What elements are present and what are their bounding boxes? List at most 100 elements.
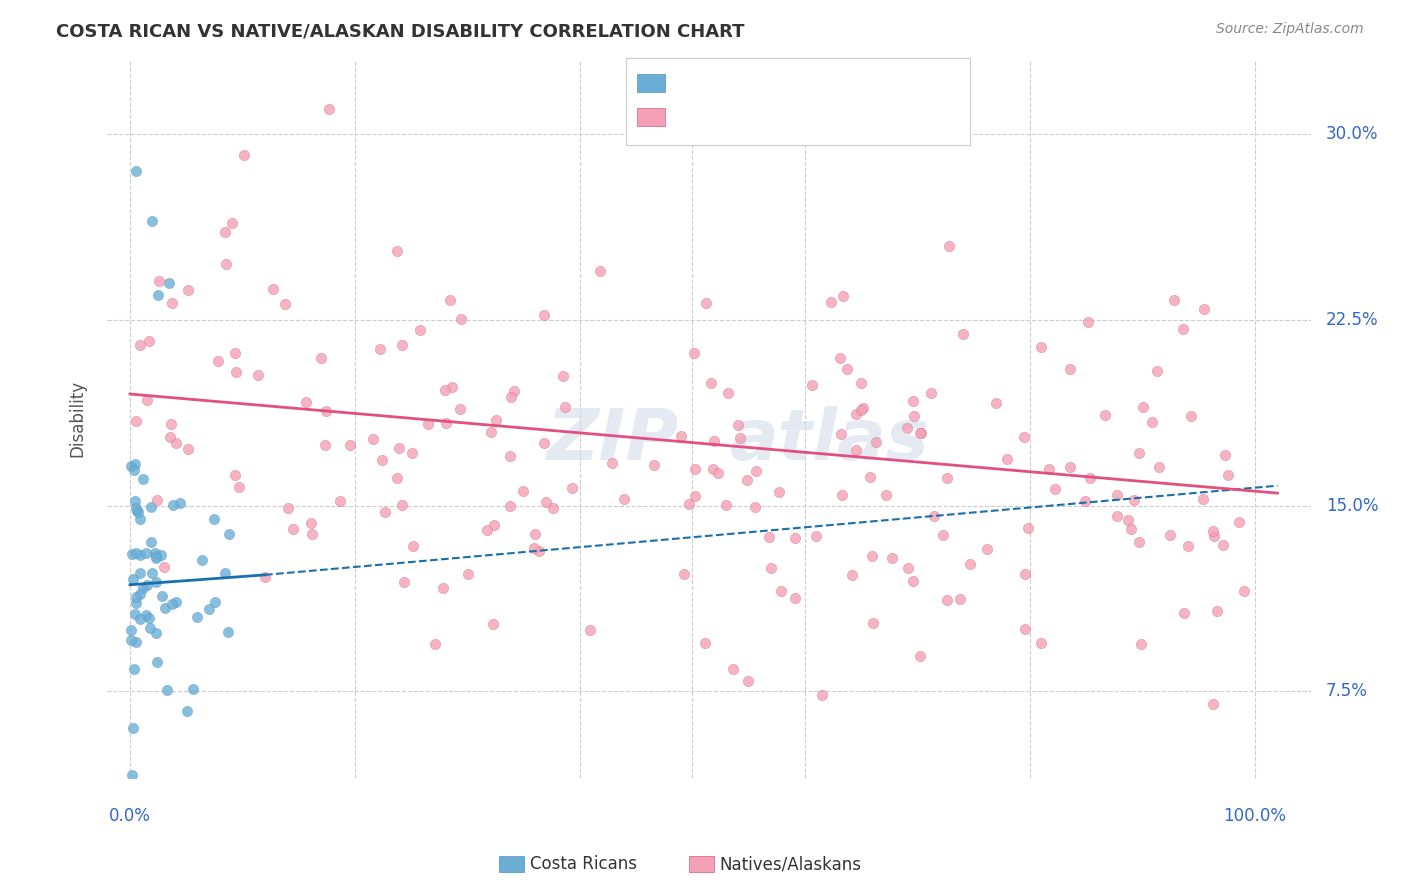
Point	[218, 527, 240, 541]
Point	[128, 586, 150, 600]
Point	[215, 257, 238, 271]
Text: N =: N =	[780, 74, 817, 92]
Text: Source: ZipAtlas.com: Source: ZipAtlas.com	[1216, 22, 1364, 37]
Point	[149, 549, 172, 563]
Point	[1202, 697, 1225, 711]
Point	[1129, 637, 1152, 651]
Point	[315, 404, 337, 418]
Point	[385, 471, 408, 485]
Point	[121, 547, 143, 561]
Point	[875, 488, 897, 502]
Point	[246, 368, 269, 383]
Text: R =: R =	[673, 108, 710, 126]
Point	[433, 384, 456, 398]
Point	[124, 414, 146, 428]
Text: 7.5%: 7.5%	[1326, 682, 1368, 700]
Point	[204, 595, 226, 609]
Point	[1202, 529, 1225, 543]
Point	[499, 499, 522, 513]
Point	[768, 485, 790, 500]
Point	[374, 505, 396, 519]
Point	[129, 548, 152, 562]
Point	[502, 384, 524, 398]
Point	[700, 376, 723, 391]
Point	[120, 623, 142, 637]
Point	[138, 334, 160, 348]
Point	[695, 295, 717, 310]
Point	[1173, 321, 1195, 335]
Point	[1012, 429, 1035, 443]
Point	[125, 503, 148, 517]
Point	[122, 463, 145, 477]
Point	[127, 505, 149, 519]
Point	[820, 295, 842, 310]
Point	[533, 435, 555, 450]
Text: -0.233: -0.233	[714, 108, 773, 126]
Point	[125, 546, 148, 560]
Point	[1128, 535, 1150, 549]
Text: 100.0%: 100.0%	[1223, 806, 1286, 825]
Point	[1122, 493, 1144, 508]
Point	[685, 489, 707, 503]
Point	[896, 421, 918, 435]
Point	[1159, 528, 1181, 542]
Point	[737, 674, 759, 689]
Point	[706, 466, 728, 480]
Point	[935, 471, 957, 485]
Point	[160, 296, 183, 310]
Point	[801, 377, 824, 392]
Point	[541, 500, 564, 515]
Point	[202, 512, 225, 526]
Text: 196: 196	[823, 108, 858, 126]
Point	[143, 546, 166, 560]
Point	[553, 369, 575, 384]
Point	[387, 244, 409, 258]
Point	[391, 498, 413, 512]
Point	[145, 626, 167, 640]
Point	[418, 417, 440, 431]
Text: 58: 58	[823, 74, 845, 92]
Point	[865, 434, 887, 449]
Point	[1105, 488, 1128, 502]
Point	[1029, 636, 1052, 650]
Point	[1031, 340, 1053, 354]
Point	[401, 446, 423, 460]
Point	[758, 530, 780, 544]
Point	[277, 500, 299, 515]
Point	[121, 767, 143, 781]
Point	[852, 401, 875, 415]
Point	[1128, 446, 1150, 460]
Point	[145, 655, 167, 669]
Point	[830, 427, 852, 442]
Text: ZIP: ZIP	[547, 406, 679, 475]
Point	[1173, 606, 1195, 620]
Point	[1059, 362, 1081, 376]
Point	[1038, 461, 1060, 475]
Text: 15.0%: 15.0%	[1326, 497, 1378, 515]
Point	[935, 592, 957, 607]
Point	[129, 338, 152, 352]
Point	[1163, 293, 1185, 307]
Point	[554, 401, 576, 415]
Point	[1177, 539, 1199, 553]
Point	[145, 575, 167, 590]
Point	[683, 346, 706, 360]
Point	[122, 721, 145, 735]
Point	[160, 417, 183, 431]
Point	[1140, 415, 1163, 429]
Point	[145, 549, 167, 563]
Point	[434, 416, 457, 430]
Point	[146, 288, 169, 302]
Point	[233, 147, 256, 161]
Point	[166, 595, 188, 609]
Point	[159, 430, 181, 444]
Point	[669, 429, 692, 443]
Point	[922, 508, 945, 523]
Point	[273, 296, 295, 310]
Point	[388, 441, 411, 455]
Point	[156, 682, 179, 697]
Point	[1202, 524, 1225, 538]
Point	[845, 442, 868, 457]
Point	[479, 425, 502, 439]
Point	[882, 551, 904, 566]
